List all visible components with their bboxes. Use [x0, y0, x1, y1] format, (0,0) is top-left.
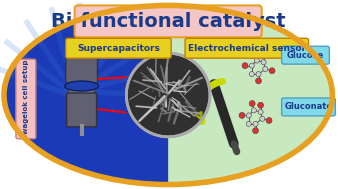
Circle shape	[249, 101, 255, 107]
FancyBboxPatch shape	[282, 98, 335, 116]
Circle shape	[256, 72, 261, 77]
Circle shape	[263, 67, 268, 72]
Polygon shape	[168, 7, 330, 183]
Circle shape	[239, 112, 245, 118]
Text: Supercapacitors: Supercapacitors	[77, 44, 160, 53]
Circle shape	[266, 118, 272, 123]
Circle shape	[253, 121, 258, 126]
Circle shape	[261, 53, 267, 58]
Text: Bi-functional catalyst: Bi-functional catalyst	[51, 12, 286, 31]
Circle shape	[258, 102, 264, 108]
Text: Swagelok cell setup: Swagelok cell setup	[23, 59, 29, 139]
Circle shape	[242, 63, 248, 69]
Circle shape	[246, 121, 251, 126]
Text: Electrochemical sensor: Electrochemical sensor	[188, 44, 306, 53]
FancyBboxPatch shape	[67, 93, 97, 127]
Circle shape	[126, 53, 210, 137]
Circle shape	[256, 78, 262, 84]
Circle shape	[269, 68, 275, 74]
FancyBboxPatch shape	[66, 57, 98, 83]
FancyBboxPatch shape	[66, 38, 171, 58]
FancyBboxPatch shape	[69, 83, 95, 97]
Circle shape	[252, 128, 259, 134]
Text: Glucose: Glucose	[287, 51, 324, 60]
Circle shape	[252, 51, 258, 57]
Circle shape	[249, 72, 254, 77]
FancyBboxPatch shape	[75, 5, 262, 37]
Circle shape	[260, 116, 265, 121]
Circle shape	[254, 58, 259, 63]
Text: Gluconate: Gluconate	[284, 102, 333, 112]
FancyBboxPatch shape	[185, 38, 309, 58]
Circle shape	[249, 63, 254, 68]
FancyBboxPatch shape	[16, 59, 36, 139]
Circle shape	[261, 60, 266, 65]
Circle shape	[246, 113, 251, 118]
Ellipse shape	[65, 81, 98, 91]
Circle shape	[258, 109, 263, 115]
Circle shape	[251, 108, 257, 113]
FancyBboxPatch shape	[282, 46, 329, 64]
Ellipse shape	[6, 7, 330, 183]
